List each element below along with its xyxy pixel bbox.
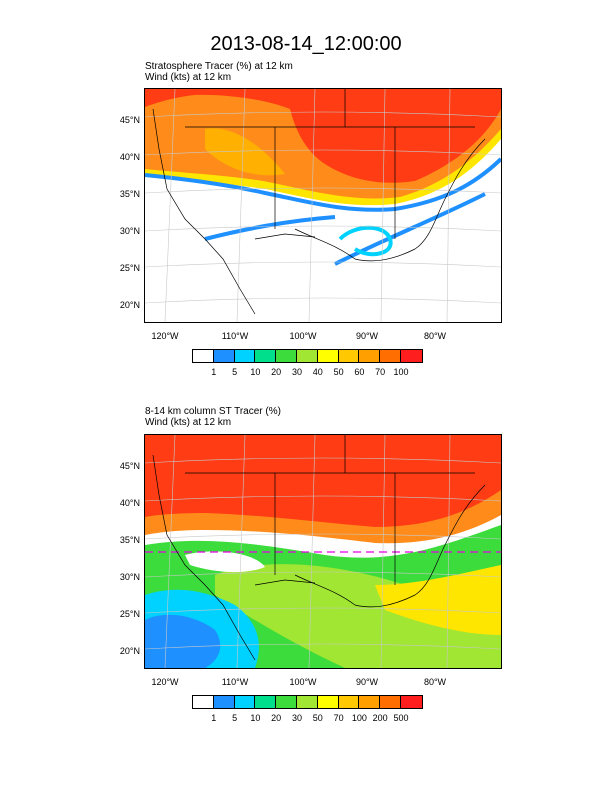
- panel2-lat-label: 20°N: [119, 646, 140, 656]
- panel2-boundaries: [152, 435, 486, 661]
- panel1-tracer-west-orange: [205, 128, 285, 176]
- colorbar-box: [213, 696, 235, 708]
- figure-title: 2013-08-14_12:00:00: [210, 33, 402, 55]
- panel2-lat-label: 40°N: [119, 498, 140, 508]
- panel1-lon-label: 90°W: [355, 331, 379, 341]
- panel2-lon-label: 90°W: [355, 677, 379, 687]
- panel2-tracer-yellow: [375, 565, 501, 635]
- colorbar-box: [380, 696, 401, 708]
- colorbar-box: [193, 350, 214, 362]
- panel1-lat-label: 45°N: [119, 115, 140, 125]
- panel2-lat-label: 30°N: [119, 572, 140, 582]
- colorbar-label: 5: [232, 713, 238, 723]
- colorbar-box: [359, 696, 381, 708]
- colorbar-box: [193, 696, 214, 708]
- colorbar-box: [296, 350, 318, 362]
- colorbar-label: 500: [393, 713, 409, 723]
- panel1-title-line2: Wind (kts) at 12 km: [145, 72, 232, 83]
- panel1-tracer-cyan-swirl: [338, 225, 393, 257]
- colorbar-box: [400, 350, 422, 362]
- panel2-lat-label: 25°N: [119, 609, 140, 619]
- panel2-map: [144, 434, 502, 669]
- colorbar-label: 10: [250, 713, 261, 723]
- panel1-tracer-blue-band: [145, 157, 501, 212]
- panel1-lat-label: 40°N: [119, 152, 140, 162]
- colorbar-label: 60: [354, 367, 365, 377]
- panel2-lon-label: 110°W: [221, 677, 249, 687]
- colorbar-box: [317, 696, 339, 708]
- panel1-tracer-blue-streak2: [334, 192, 486, 266]
- panel2-tracer-blue: [145, 614, 221, 668]
- colorbar-label: 30: [291, 713, 302, 723]
- colorbar-box: [234, 350, 256, 362]
- colorbar-box: [276, 350, 297, 362]
- panel1-map: [144, 88, 502, 323]
- colorbar-label: 50: [333, 367, 344, 377]
- panel1-lon-label: 110°W: [221, 331, 249, 341]
- panel2-lat-label: 45°N: [119, 461, 140, 471]
- colorbar-label: 70: [375, 367, 386, 377]
- panel2-lat-label: 35°N: [119, 535, 140, 545]
- panel1-lon-label: 120°W: [151, 331, 179, 341]
- panel1-lon-label: 80°W: [423, 331, 447, 341]
- colorbar-label: 1: [211, 713, 217, 723]
- panel2-title-line1: 8-14 km column ST Tracer (%): [145, 406, 281, 417]
- panel1-colorbar: [192, 349, 423, 363]
- panel2-title-line2: Wind (kts) at 12 km: [145, 417, 232, 428]
- panel1-title: Stratosphere Tracer (%) at 12 km Wind (k…: [145, 61, 293, 83]
- panel1-boundaries: [152, 89, 486, 315]
- colorbar-box: [400, 696, 422, 708]
- colorbar-label: 40: [312, 367, 323, 377]
- panel1-title-line1: Stratosphere Tracer (%) at 12 km: [145, 61, 293, 72]
- panel2-title: 8-14 km column ST Tracer (%) Wind (kts) …: [145, 406, 281, 428]
- panel1-lat-label: 25°N: [119, 263, 140, 273]
- panel1-lat-label: 30°N: [119, 226, 140, 236]
- colorbar-box: [255, 696, 277, 708]
- panel1-lon-label: 100°W: [289, 331, 317, 341]
- colorbar-label: 200: [372, 713, 388, 723]
- colorbar-box: [276, 696, 297, 708]
- colorbar-box: [213, 350, 235, 362]
- panel2-lon-label: 100°W: [289, 677, 317, 687]
- panel1-lat-label: 35°N: [119, 189, 140, 199]
- colorbar-label: 10: [250, 367, 261, 377]
- colorbar-box: [296, 696, 318, 708]
- panel2-lon-label: 80°W: [423, 677, 447, 687]
- colorbar-label: 20: [271, 713, 282, 723]
- colorbar-box: [255, 350, 277, 362]
- colorbar-box: [338, 696, 360, 708]
- panel2-colorbar: [192, 695, 423, 709]
- panel2-map-svg: [145, 435, 501, 668]
- panel1-tracer-blue-streak1: [204, 215, 336, 241]
- panel2-tracer-lime: [215, 564, 501, 668]
- panel1-lat-label: 20°N: [119, 300, 140, 310]
- colorbar-box: [380, 350, 401, 362]
- panel1-map-svg: [145, 89, 501, 322]
- colorbar-box: [359, 350, 381, 362]
- colorbar-box: [338, 350, 360, 362]
- panel2-lon-label: 120°W: [151, 677, 179, 687]
- colorbar-label: 100: [351, 713, 367, 723]
- colorbar-label: 1: [211, 367, 217, 377]
- panel2-tracer-white-gap: [185, 551, 265, 573]
- panel1-graticule: [145, 89, 501, 322]
- colorbar-label: 70: [333, 713, 344, 723]
- colorbar-label: 20: [271, 367, 282, 377]
- colorbar-box: [234, 696, 256, 708]
- colorbar-label: 50: [312, 713, 323, 723]
- colorbar-label: 100: [393, 367, 409, 377]
- panel1-tracer-red: [145, 89, 501, 183]
- colorbar-label: 30: [291, 367, 302, 377]
- panel2-tracer-red: [145, 435, 501, 527]
- colorbar-box: [317, 350, 339, 362]
- colorbar-label: 5: [232, 367, 238, 377]
